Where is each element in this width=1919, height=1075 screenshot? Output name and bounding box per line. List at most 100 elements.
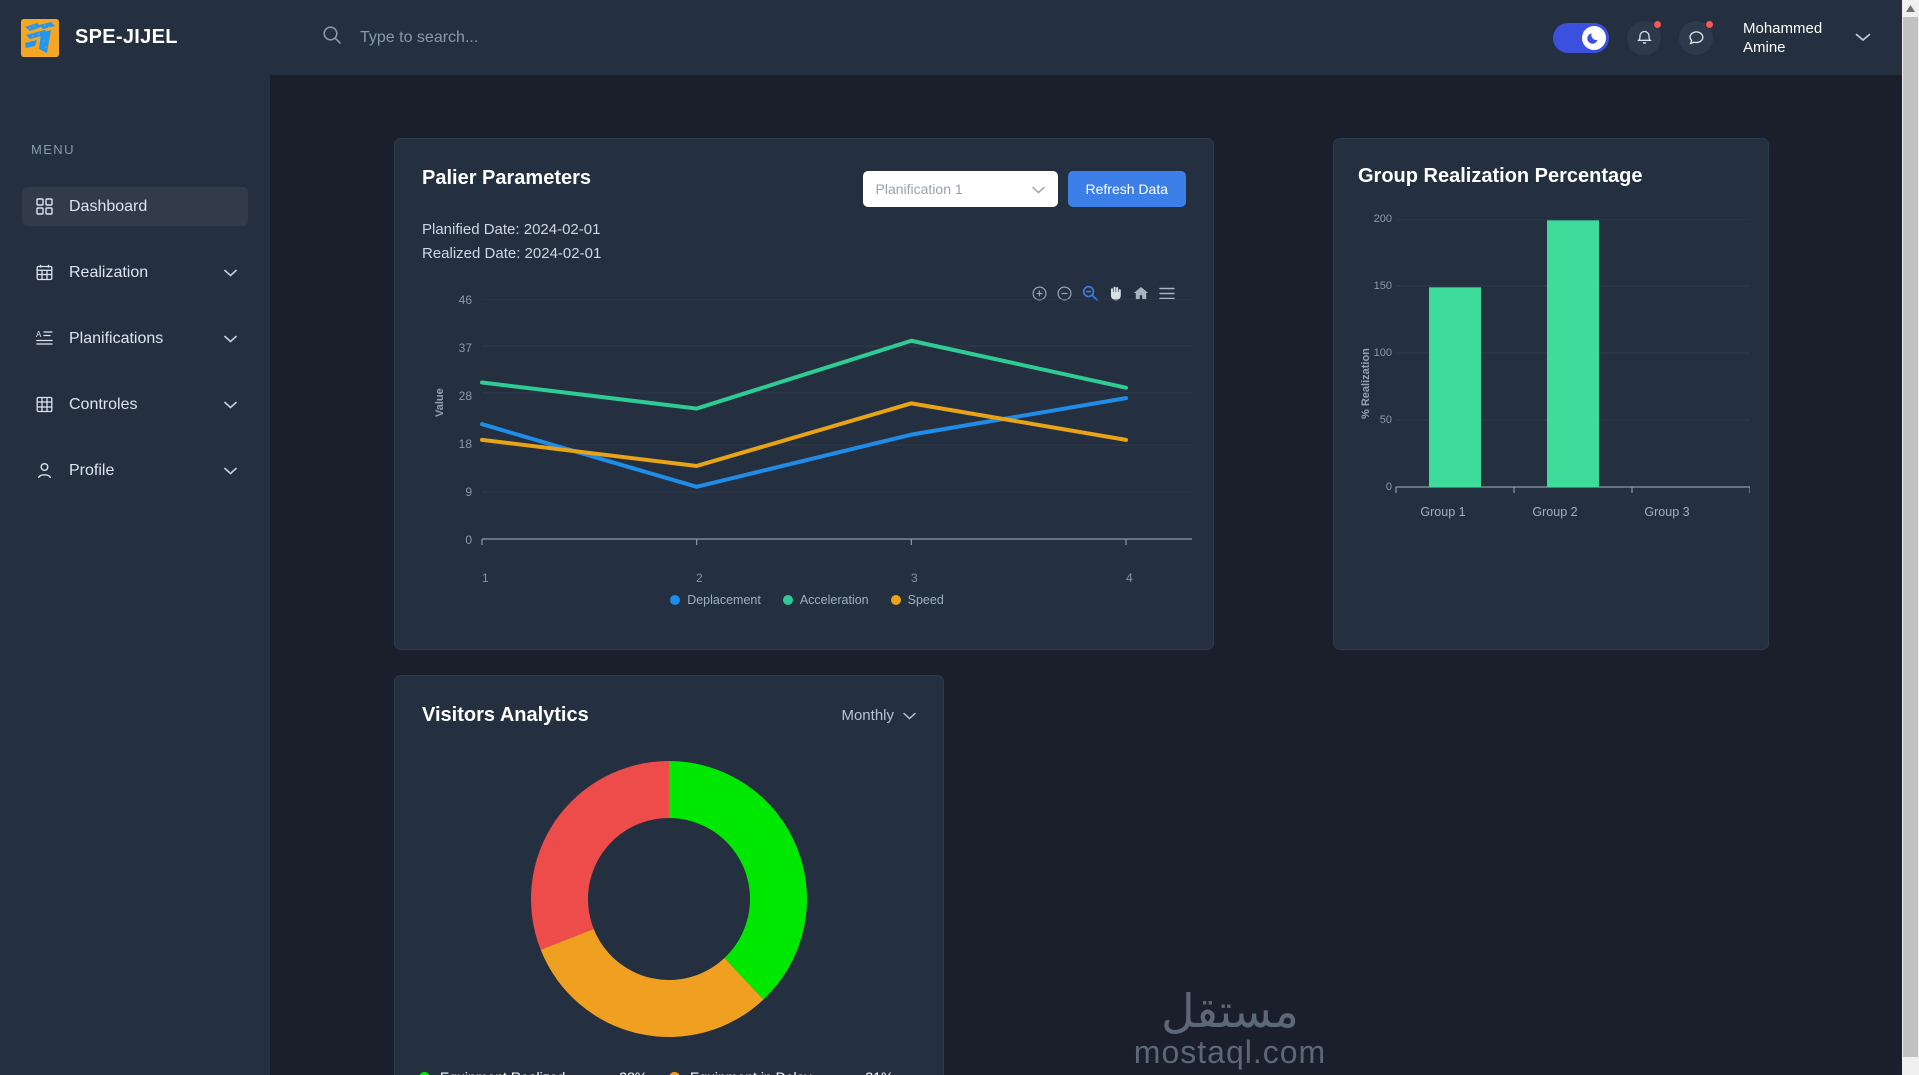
list-text-icon: A (35, 329, 54, 348)
legend-dot-speed (890, 595, 901, 605)
pan-hand-icon[interactable] (1108, 285, 1123, 301)
visitors-analytics-card: Visitors Analytics Monthly Equipment Rea (394, 675, 944, 1075)
legend-label: Deplacement (687, 593, 761, 607)
donut-chart-svg (531, 761, 807, 1037)
bar-xlabel: Group 1 (1420, 505, 1466, 519)
line-ytick: 37 (458, 341, 472, 355)
sidebar-item-label: Dashboard (69, 197, 148, 215)
grid-icon (35, 197, 54, 216)
scrollbar-thumb[interactable] (1903, 17, 1918, 1057)
search-icon (322, 25, 342, 50)
topbar-actions: Mohammed Amine (1553, 0, 1871, 75)
chevron-down-icon[interactable] (224, 330, 237, 348)
spe-jijel-logo (21, 18, 59, 57)
planification-select-value: Planification 1 (875, 181, 963, 197)
refresh-data-button[interactable]: Refresh Data (1067, 171, 1186, 207)
legend-item[interactable]: Speed (890, 593, 944, 607)
dashboard-content: Palier Parameters Planified Date: 2024-0… (270, 75, 1919, 1075)
sidebar-section-label: MENU (31, 142, 75, 157)
legend-dot-acceleration (782, 595, 793, 605)
group-bar-chart: % Realization 200 150 100 50 0 Group 1 G… (1358, 213, 1750, 549)
bar-ytick: 200 (1373, 213, 1392, 225)
legend-dot-deplacement (670, 595, 681, 605)
dark-mode-toggle[interactable] (1553, 22, 1609, 53)
palier-line-chart: Value 46 37 28 18 9 0 1 2 3 4 (422, 293, 1192, 629)
line-chart-svg (480, 299, 1192, 545)
user-menu[interactable]: Mohammed Amine (1743, 19, 1871, 57)
line-ytick: 0 (465, 533, 472, 547)
line-xtick: 1 (482, 571, 489, 585)
bar-chart-svg (1395, 219, 1750, 493)
chevron-down-icon[interactable] (224, 264, 237, 282)
line-xtick: 3 (911, 571, 918, 585)
watermark-arabic: مستقل (1161, 984, 1299, 1038)
legend-label: Acceleration (799, 593, 869, 607)
sidebar: SPE-JIJEL MENU Dashboard (0, 0, 270, 1075)
sidebar-item-profile[interactable]: Profile (22, 451, 248, 490)
search-input[interactable] (360, 28, 780, 47)
sidebar-item-label: Planifications (69, 329, 164, 347)
legend-value: 38% (619, 1069, 647, 1075)
message-badge (1705, 19, 1714, 29)
menu-hamburger-icon[interactable] (1159, 287, 1175, 300)
palier-header: Palier Parameters Planified Date: 2024-0… (422, 167, 1186, 266)
bar-ytick: 0 (1385, 481, 1392, 493)
sidebar-nav: Dashboard Realization (0, 187, 270, 517)
notification-badge (1653, 19, 1662, 29)
chevron-down-icon[interactable] (224, 396, 237, 414)
line-chart-legend: Deplacement Acceleration Speed (422, 593, 1192, 607)
bar-ytick: 100 (1373, 347, 1392, 359)
watermark-latin: mostaql.com (1133, 1034, 1327, 1070)
sidebar-item-planifications[interactable]: A Planifications (22, 319, 248, 358)
group-realization-card: Group Realization Percentage % Realizati… (1333, 138, 1769, 650)
chevron-down-icon[interactable] (1855, 29, 1871, 47)
period-value: Monthly (841, 707, 894, 724)
realized-date: Realized Date: 2024-02-01 (422, 245, 602, 262)
moon-icon (1582, 25, 1606, 50)
palier-dates: Planified Date: 2024-02-01 Realized Date… (422, 218, 601, 266)
messages-button[interactable] (1679, 19, 1714, 55)
line-ytick: 18 (458, 437, 472, 451)
sidebar-item-label: Controles (69, 395, 138, 413)
home-reset-icon[interactable] (1133, 286, 1149, 300)
topbar: Mohammed Amine (270, 0, 1919, 75)
planification-select[interactable]: Planification 1 (862, 171, 1058, 207)
chevron-down-icon[interactable] (224, 462, 237, 480)
scroll-up-arrow-icon[interactable] (1902, 0, 1919, 17)
svg-text:A: A (36, 330, 42, 339)
legend-item-equipment-realized[interactable]: Equipment Realized 38% (419, 1069, 669, 1075)
calendar-icon (35, 263, 54, 282)
line-ytick: 9 (465, 485, 472, 499)
sidebar-item-label: Realization (69, 263, 149, 281)
sidebar-item-realization[interactable]: Realization (22, 253, 248, 292)
line-ytick: 28 (458, 389, 472, 403)
bar-xlabel: Group 2 (1532, 505, 1578, 519)
line-xtick: 2 (696, 571, 703, 585)
brand[interactable]: SPE-JIJEL (0, 0, 270, 75)
chevron-down-icon[interactable] (903, 707, 916, 724)
sidebar-item-controles[interactable]: Controles (22, 385, 248, 424)
line-xtick: 4 (1126, 571, 1133, 585)
legend-dot-delay (669, 1071, 680, 1075)
sidebar-item-dashboard[interactable]: Dashboard (22, 187, 248, 226)
palier-parameters-card: Palier Parameters Planified Date: 2024-0… (394, 138, 1214, 650)
notifications-button[interactable] (1627, 19, 1662, 55)
palier-controls: Planification 1 Refresh Data (862, 171, 1186, 207)
mostaql-watermark: مستقل mostaql.com (1115, 987, 1345, 1069)
user-name: Mohammed Amine (1743, 19, 1823, 56)
legend-item-equipment-in-delay[interactable]: Equipment in Delay 31% (669, 1069, 919, 1075)
legend-item[interactable]: Deplacement (670, 593, 761, 607)
bar-xlabel: Group 3 (1644, 505, 1690, 519)
legend-item[interactable]: Acceleration (782, 593, 869, 607)
period-select[interactable]: Monthly (841, 707, 916, 724)
brand-name: SPE-JIJEL (75, 26, 178, 48)
legend-label: Speed (907, 593, 944, 607)
chevron-down-icon[interactable] (1031, 181, 1045, 197)
table-icon (35, 395, 54, 414)
page-scrollbar[interactable] (1902, 0, 1919, 1075)
search-bar[interactable] (322, 25, 780, 50)
legend-label: Equipment Realized (440, 1069, 565, 1075)
main-area: Mohammed Amine Palier Parameters Planifi… (270, 0, 1919, 1075)
legend-value: 31% (865, 1069, 893, 1075)
